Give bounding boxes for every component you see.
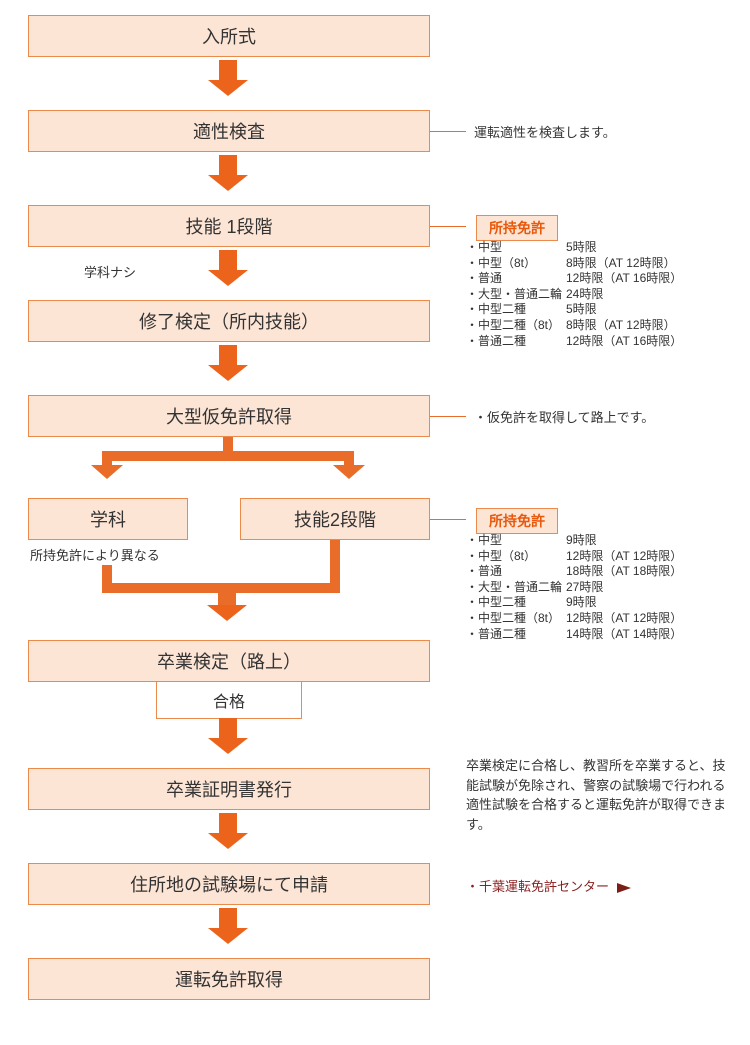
step-application: 住所地の試験場にて申請 [28,863,430,905]
arrow-icon [208,908,248,944]
link-arrow-icon [617,883,631,893]
license-list-1: ・中型5時限・中型（8t）8時限（AT 12時限）・普通12時限（AT 16時限… [466,240,682,349]
arrow-icon [208,345,248,381]
link-label: ・千葉運転免許センター [466,879,609,894]
license-label: ・中型二種（8t） [466,611,566,627]
arrow-icon [208,60,248,96]
license-label: ・中型（8t） [466,256,566,272]
step-skill-stage2: 技能2段階 [240,498,430,540]
step-provisional-license: 大型仮免許取得 [28,395,430,437]
license-hours: 12時限（AT 16時限） [566,334,682,350]
merge-connector [102,565,112,583]
note-depends-license: 所持免許により異なる [30,545,160,564]
merge-connector [218,593,236,605]
license-list-2: ・中型9時限・中型（8t）12時限（AT 12時限）・普通18時限（AT 18時… [466,533,682,642]
license-hours: 12時限（AT 12時限） [566,549,682,565]
license-label: ・普通 [466,271,566,287]
license-label: ・中型二種 [466,595,566,611]
license-hours: 18時限（AT 18時限） [566,564,682,580]
license-hours: 9時限 [566,595,597,611]
split-connector [102,451,112,465]
connector-line [430,416,466,417]
step-certificate: 卒業証明書発行 [28,768,430,810]
license-hours: 12時限（AT 16時限） [566,271,682,287]
step-completion-test: 修了検定（所内技能） [28,300,430,342]
arrow-icon [208,250,248,286]
license-label: ・中型 [466,240,566,256]
license-label: ・中型（8t） [466,549,566,565]
step-graduation-test: 卒業検定（路上） [28,640,430,682]
license-hours: 5時限 [566,240,597,256]
arrow-icon [208,718,248,754]
license-hours: 12時限（AT 12時限） [566,611,682,627]
note-certificate: 卒業検定に合格し、教習所を卒業すると、技能試験が免除され、警察の試験場で行われる… [466,756,726,834]
merge-connector [102,583,340,593]
license-hours: 5時限 [566,302,597,318]
license-label: ・中型二種（8t） [466,318,566,334]
license-tag-1: 所持免許 [476,215,558,241]
license-label: ・普通 [466,564,566,580]
license-hours: 8時限（AT 12時限） [566,318,676,334]
license-label: ・中型 [466,533,566,549]
license-label: ・普通二種 [466,334,566,350]
arrow-icon [208,813,248,849]
license-label: ・大型・普通二輪 [466,287,566,303]
step-lecture: 学科 [28,498,188,540]
license-tag-2: 所持免許 [476,508,558,534]
step-entry-ceremony: 入所式 [28,15,430,57]
merge-connector [330,540,340,583]
connector-line [430,131,466,132]
note-aptitude: 運転適性を検査します。 [474,123,616,143]
note-provisional: ・仮免許を取得して路上です。 [474,408,654,428]
step-skill-stage1: 技能 1段階 [28,205,430,247]
license-label: ・普通二種 [466,627,566,643]
step-pass: 合格 [156,682,302,719]
merge-arrow-icon [207,605,247,621]
step-license-obtained: 運転免許取得 [28,958,430,1000]
license-label: ・大型・普通二輪 [466,580,566,596]
license-hours: 24時限 [566,287,603,303]
connector-line [430,226,466,227]
connector-line [430,519,466,520]
split-connector [223,437,233,451]
arrow-icon [208,155,248,191]
license-hours: 14時限（AT 14時限） [566,627,682,643]
license-hours: 27時限 [566,580,603,596]
step-aptitude-test: 適性検査 [28,110,430,152]
license-label: ・中型二種 [466,302,566,318]
license-hours: 8時限（AT 12時限） [566,256,676,272]
split-arrow-icon [333,465,365,479]
link-chiba-center[interactable]: ・千葉運転免許センター [466,876,631,895]
split-connector [344,451,354,465]
license-hours: 9時限 [566,533,597,549]
split-arrow-icon [91,465,123,479]
note-no-lecture: 学科ナシ [84,262,136,281]
split-connector [102,451,354,461]
flowchart-container: 入所式 適性検査 運転適性を検査します。 技能 1段階 所持免許 ・中型5時限・… [0,0,750,1045]
